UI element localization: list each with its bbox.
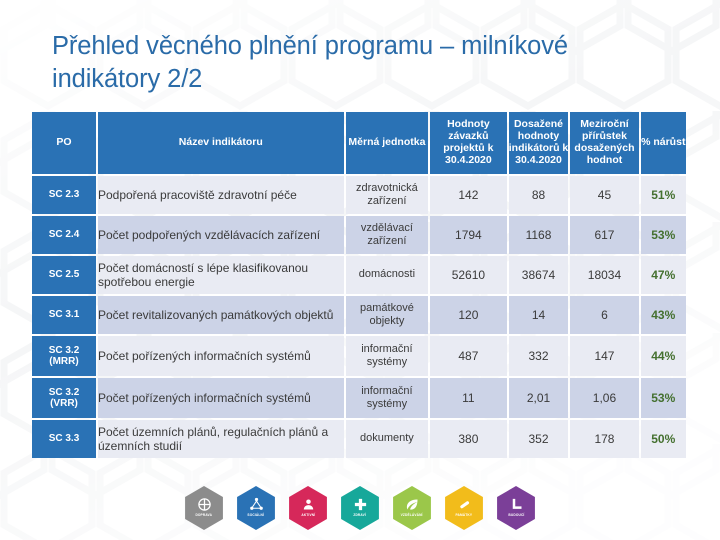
footer-logo-label: BUDOUCÍ xyxy=(507,513,525,517)
row-percent-growth: 51% xyxy=(640,176,686,214)
column-header-percent: % nárůst xyxy=(640,112,686,174)
table-row: SC 2.3 Podpořená pracoviště zdravotní péč… xyxy=(32,176,686,214)
row-measure-unit: památkové objekty xyxy=(345,296,429,334)
column-header-name: Název indikátoru xyxy=(97,112,344,174)
row-priority-axis: SC 3.2 (MRR) xyxy=(32,336,96,376)
row-yoy-increase: 178 xyxy=(570,420,639,458)
transport-icon xyxy=(196,496,212,512)
table-header-row: PO Název indikátoru Měrná jednotka Hodno… xyxy=(32,112,686,174)
row-priority-region: (VRR) xyxy=(50,398,78,409)
cross-icon xyxy=(352,496,368,512)
row-indicator-name: Podpořená pracoviště zdravotní péče xyxy=(97,176,344,214)
row-percent-growth: 53% xyxy=(640,378,686,418)
table-row: SC 3.2 (MRR) Počet pořízených informačních… xyxy=(32,336,686,376)
chart-icon xyxy=(508,496,524,512)
row-indicator-name: Počet revitalizovaných památkových objek… xyxy=(97,296,344,334)
row-achieved-value: 38674 xyxy=(508,256,569,294)
table-body: SC 2.3 Podpořená pracoviště zdravotní péč… xyxy=(32,176,686,458)
row-achieved-value: 14 xyxy=(508,296,569,334)
column-header-achieved: Dosažené hodnoty indikátorů k 30.4.2020 xyxy=(508,112,569,174)
table-row: SC 2.5 Počet domácností s lépe klasifikov… xyxy=(32,256,686,294)
row-yoy-increase: 147 xyxy=(570,336,639,376)
row-percent-growth: 50% xyxy=(640,420,686,458)
footer-logo-vzdelavani: VZDĚLÁVÁNÍ xyxy=(390,486,434,530)
footer-logo-label: VZDĚLÁVÁNÍ xyxy=(400,513,423,517)
footer-logo-zdravi: ZDRAVÍ xyxy=(338,486,382,530)
footer-logo-strip: DOPRAVA SOCIÁLNÍ AKTIVNÍ ZDRAVÍ VZDĚLÁVÁNÍ PA… xyxy=(0,484,720,532)
table-row: SC 3.3 Počet územních plánů, regulačních … xyxy=(32,420,686,458)
row-priority-axis: SC 3.2 (VRR) xyxy=(32,378,96,418)
row-measure-unit: domácnosti xyxy=(345,256,429,294)
row-committed-value: 120 xyxy=(430,296,507,334)
row-priority-region: (MRR) xyxy=(49,356,79,367)
network-icon xyxy=(248,496,264,512)
footer-logo-label: AKTIVNÍ xyxy=(301,513,315,517)
footer-logo-label: ZDRAVÍ xyxy=(353,513,367,517)
indicators-table-wrapper: PO Název indikátoru Měrná jednotka Hodno… xyxy=(30,110,688,460)
row-percent-growth: 44% xyxy=(640,336,686,376)
row-percent-growth: 53% xyxy=(640,216,686,254)
row-percent-growth: 47% xyxy=(640,256,686,294)
row-percent-growth: 43% xyxy=(640,296,686,334)
footer-logo-label: SOCIÁLNÍ xyxy=(247,513,265,517)
row-yoy-increase: 45 xyxy=(570,176,639,214)
row-priority-axis: SC 2.3 xyxy=(32,176,96,214)
footer-logo-socialni-integrace: SOCIÁLNÍ xyxy=(234,486,278,530)
indicators-table: PO Název indikátoru Měrná jednotka Hodno… xyxy=(30,110,688,460)
row-priority-code: SC 3.2 xyxy=(48,344,80,356)
column-header-committed: Hodnoty závazků projektů k 30.4.2020 xyxy=(430,112,507,174)
row-priority-axis: SC 2.5 xyxy=(32,256,96,294)
row-indicator-name: Počet domácností s lépe klasifikovanou s… xyxy=(97,256,344,294)
footer-logo-aktivni: AKTIVNÍ xyxy=(286,486,330,530)
footer-logo-budouci: BUDOUCÍ xyxy=(494,486,538,530)
column-header-yoy: Meziroční přírůstek dosažených hodnot xyxy=(570,112,639,174)
table-row: SC 2.4 Počet podpořených vzdělávacích zař… xyxy=(32,216,686,254)
row-measure-unit: informační systémy xyxy=(345,378,429,418)
row-yoy-increase: 18034 xyxy=(570,256,639,294)
table-header: PO Název indikátoru Měrná jednotka Hodno… xyxy=(32,112,686,174)
row-committed-value: 11 xyxy=(430,378,507,418)
row-indicator-name: Počet pořízených informačních systémů xyxy=(97,378,344,418)
row-achieved-value: 88 xyxy=(508,176,569,214)
footer-logo-pamatky: PAMÁTKY xyxy=(442,486,486,530)
row-achieved-value: 2,01 xyxy=(508,378,569,418)
row-achieved-value: 332 xyxy=(508,336,569,376)
table-row: SC 3.1 Počet revitalizovaných památkových… xyxy=(32,296,686,334)
row-indicator-name: Počet územních plánů, regulačních plánů … xyxy=(97,420,344,458)
leaf-icon xyxy=(404,496,420,512)
brush-icon xyxy=(456,496,472,512)
row-indicator-name: Počet podpořených vzdělávacích zařízení xyxy=(97,216,344,254)
row-committed-value: 487 xyxy=(430,336,507,376)
slide-title: Přehled věcného plnění programu – milník… xyxy=(52,32,568,93)
column-header-unit: Měrná jednotka xyxy=(345,112,429,174)
row-committed-value: 142 xyxy=(430,176,507,214)
row-priority-axis: SC 3.1 xyxy=(32,296,96,334)
footer-logo-label: PAMÁTKY xyxy=(455,513,473,517)
row-measure-unit: informační systémy xyxy=(345,336,429,376)
row-achieved-value: 1168 xyxy=(508,216,569,254)
row-priority-code: SC 3.2 xyxy=(48,386,80,398)
row-achieved-value: 352 xyxy=(508,420,569,458)
footer-logo-label: DOPRAVA xyxy=(195,513,213,517)
row-measure-unit: zdravotnická zařízení xyxy=(345,176,429,214)
row-committed-value: 380 xyxy=(430,420,507,458)
row-indicator-name: Počet pořízených informačních systémů xyxy=(97,336,344,376)
row-yoy-increase: 6 xyxy=(570,296,639,334)
row-measure-unit: dokumenty xyxy=(345,420,429,458)
row-committed-value: 52610 xyxy=(430,256,507,294)
person-icon xyxy=(300,496,316,512)
row-priority-axis: SC 3.3 xyxy=(32,420,96,458)
row-committed-value: 1794 xyxy=(430,216,507,254)
row-priority-axis: SC 2.4 xyxy=(32,216,96,254)
row-yoy-increase: 1,06 xyxy=(570,378,639,418)
table-row: SC 3.2 (VRR) Počet pořízených informačních… xyxy=(32,378,686,418)
column-header-po: PO xyxy=(32,112,96,174)
row-yoy-increase: 617 xyxy=(570,216,639,254)
footer-logo-doprava: DOPRAVA xyxy=(182,486,226,530)
row-measure-unit: vzdělávací zařízení xyxy=(345,216,429,254)
